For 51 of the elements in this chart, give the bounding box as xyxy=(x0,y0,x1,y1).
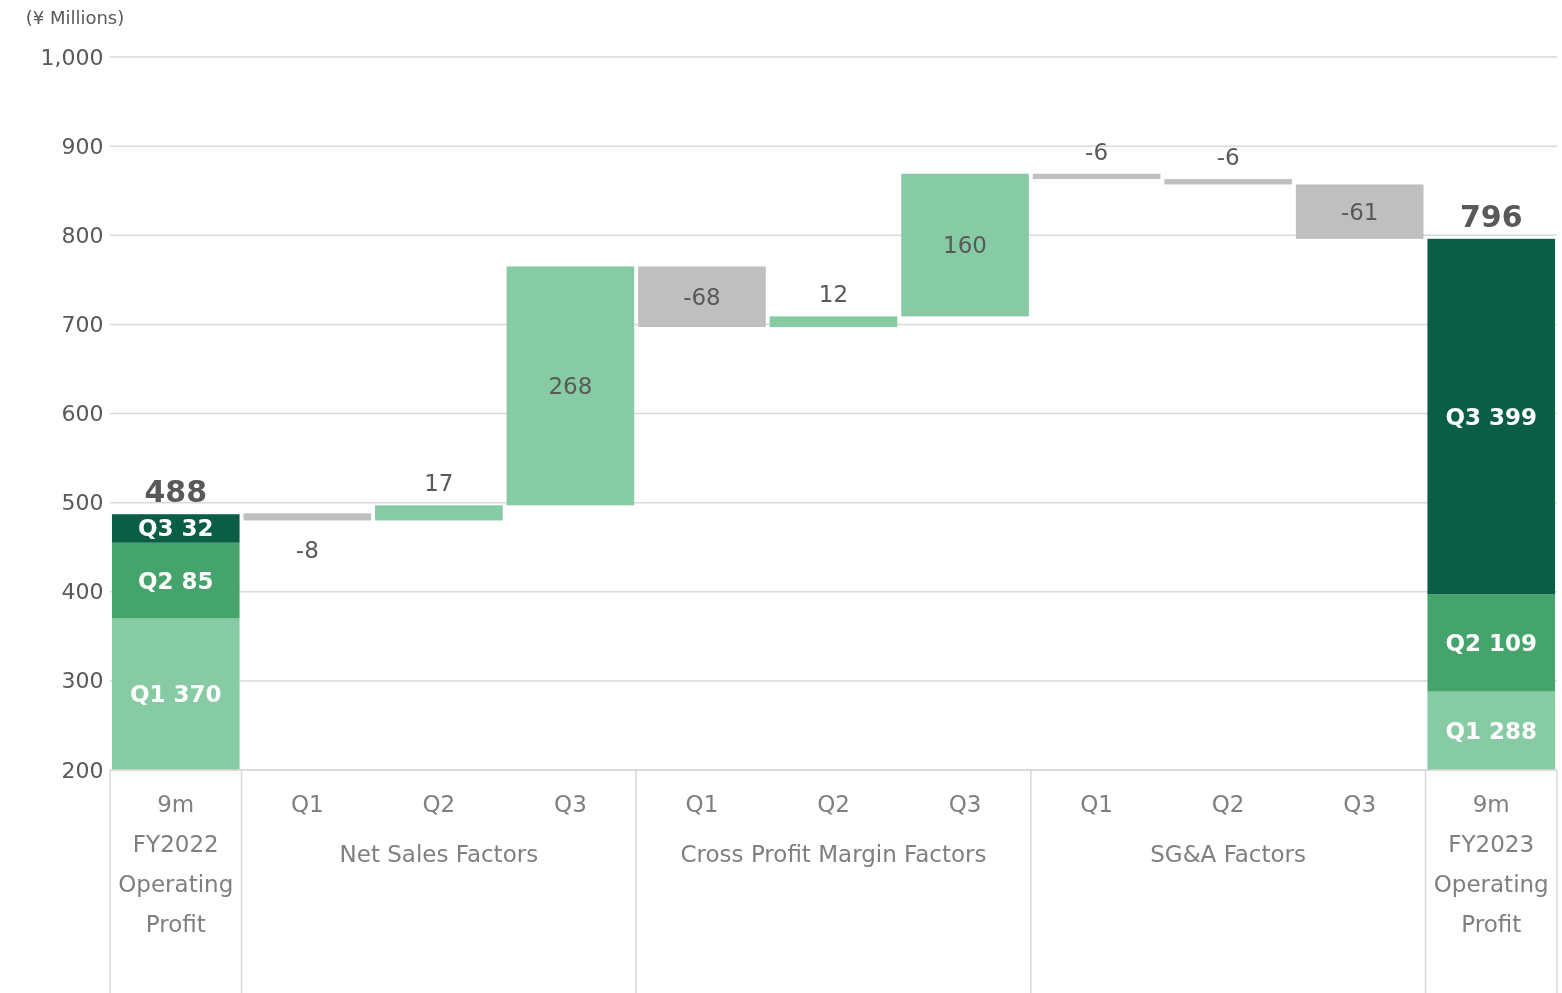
x-tick-label: Q3 xyxy=(554,791,587,817)
data-label: Q1 288 xyxy=(1445,717,1538,744)
x-tick-label: 9m FY2023 Operating Profit xyxy=(1433,791,1549,937)
text: SG&A Factors xyxy=(1150,841,1307,867)
x-tick-label: Q2 xyxy=(422,791,456,817)
y-tick-label: 1,000 xyxy=(40,44,104,70)
y-axis-title: (¥ Millions) xyxy=(25,7,125,28)
x-tick-label: 9m FY2022 Operating Profit xyxy=(118,791,234,937)
data-label: Q1 370 xyxy=(129,681,222,708)
y-tick-label: 900 xyxy=(61,133,104,159)
data-label: -68 xyxy=(683,283,721,310)
x-tick-label: Q1 xyxy=(1080,791,1113,817)
bar xyxy=(375,505,503,521)
data-label: Q2 85 xyxy=(137,567,214,594)
total-label: 796 xyxy=(1459,198,1523,234)
data-label: -6 xyxy=(1216,144,1240,171)
data-label: 17 xyxy=(424,470,454,497)
x-tick-label: Q1 xyxy=(290,791,324,817)
y-tick-label: 600 xyxy=(61,401,104,427)
x-tick-label: Q2 xyxy=(817,791,850,817)
bar xyxy=(901,173,1029,317)
bar xyxy=(1032,173,1161,180)
data-label: Q3 32 xyxy=(137,515,214,542)
data-label: -8 xyxy=(295,537,319,564)
total-label: 488 xyxy=(144,474,208,510)
bar xyxy=(1295,184,1424,239)
text: Cross Profit Margin Factors xyxy=(680,841,987,867)
x-tick-label: Q2 xyxy=(1211,791,1245,817)
data-label: -6 xyxy=(1085,138,1109,165)
data-label: 12 xyxy=(818,281,849,308)
y-tick-label: 300 xyxy=(61,668,104,694)
x-tick-label: Q3 xyxy=(1343,791,1377,817)
text: Net Sales Factors xyxy=(339,841,539,867)
bar xyxy=(769,316,898,328)
data-label: Q3 399 xyxy=(1445,403,1538,430)
bar xyxy=(506,266,635,506)
data-label: -61 xyxy=(1340,198,1379,225)
y-tick-label: 400 xyxy=(61,579,104,605)
data-label: Q2 109 xyxy=(1445,630,1538,656)
y-tick-label: 700 xyxy=(61,311,104,337)
data-label: 268 xyxy=(548,372,593,399)
y-tick-label: 800 xyxy=(61,222,104,248)
x-tick-label: Q1 xyxy=(685,791,719,817)
x-tick-label: Q3 xyxy=(948,791,982,817)
y-tick-label: 200 xyxy=(61,757,104,783)
data-label: 160 xyxy=(943,232,987,259)
y-tick-label: 500 xyxy=(61,490,104,516)
bar xyxy=(1427,238,1556,595)
bar xyxy=(638,266,766,328)
bar xyxy=(243,513,372,521)
bar xyxy=(1164,179,1292,185)
